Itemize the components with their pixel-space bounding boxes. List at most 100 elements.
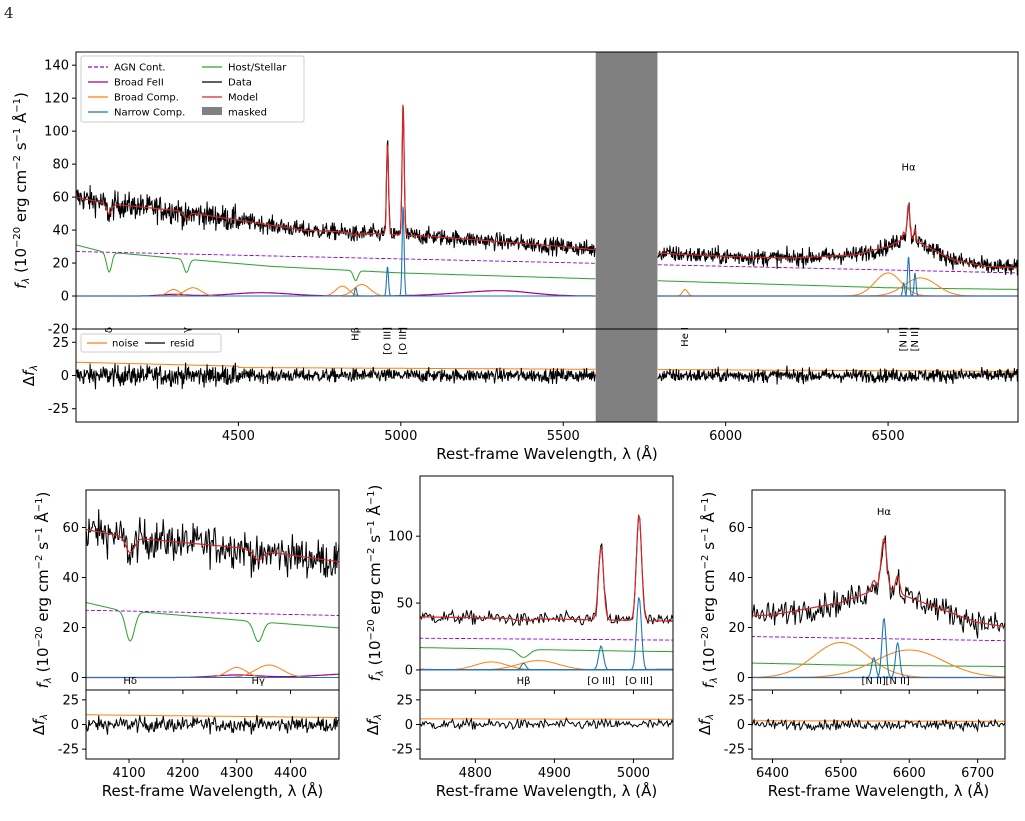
broad-component-5 [76,272,1018,297]
masked-region [595,52,658,422]
narrow-component-1 [76,266,1018,297]
main-panel: 4500 5000 5500 6000 6500 -20 0 20 40 60 80 100 120 14… [11,51,1019,463]
resid-y-axis-title: Δfλ [364,714,384,735]
x-tick-label: 4300 [220,766,253,781]
zoom-panel-3: 6400 6500 6600 6700 0 20 40 60 -25 0 25 Rest-frame … [696,489,1006,800]
x-tick-label: 6000 [709,429,742,444]
y-axis-title: fλ (10−20 erg cm−2 s−1 Å−1) [33,492,54,689]
broad-component-3 [420,660,673,671]
line-label: He I [680,327,691,347]
resid-y-tick-label: 25 [62,693,79,708]
noise-line [86,714,339,718]
line-label: Hβ [517,676,531,687]
legend-entry: Data [228,78,252,89]
y-tick-label: 60 [62,521,79,536]
x-tick-label: 6600 [893,766,926,781]
resid-y-tick-label: -25 [48,402,69,417]
page-number: 4 [4,4,14,22]
data-spectrum [86,509,339,579]
legend-entry: masked [228,108,267,119]
legend-entry: Narrow Comp. [114,108,185,119]
host-stellar-line [76,244,1018,290]
residual-line [86,714,339,735]
line-label: [N II] [899,327,910,351]
y-tick-label: 60 [52,191,69,206]
y-tick-label: 0 [737,671,745,686]
legend-entry: AGN Cont. [114,63,166,74]
halpha-label: Hα [901,163,916,174]
resid-y-tick-label: 25 [728,693,745,708]
y-tick-label: 20 [62,621,79,636]
resid-y-tick-label: 0 [71,718,79,733]
broad-component-5 [752,642,1005,678]
residual-line [76,362,1018,390]
x-axis-title: Rest-frame Wavelength, λ (Å) [102,781,323,800]
zoom-panel-2: 4800 4900 5000 0 50 100 -25 0 25 Rest-frame Wavel… [364,475,674,800]
resid-y-tick-label: 0 [737,718,745,733]
y-tick-label: 60 [728,521,745,536]
residual-line [752,717,1005,733]
line-label: Hβ [351,327,362,341]
resid-y-tick-label: -25 [58,743,79,758]
y-tick-label: 80 [52,158,69,173]
residual-line [420,717,673,731]
agn-continuum-line [86,609,339,616]
x-tick-label: 6500 [872,429,905,444]
main-legend: AGN Cont. Broad FeII Broad Comp. Narrow Com… [80,55,305,123]
x-tick-label: 4900 [538,766,571,781]
line-label: [N II] [910,327,921,351]
line-label: [N II] [862,676,886,687]
y-tick-label: -20 [48,323,69,338]
x-tick-label: 6400 [756,766,789,781]
y-axis-title: fλ (10−20 erg cm−2 s−1 Å−1) [365,485,386,682]
y-tick-label: 40 [62,571,79,586]
legend-entry: noise [112,339,139,350]
y-tick-label: 120 [44,92,69,107]
narrow-component-5 [76,272,1018,297]
narrow-component-5 [752,642,1005,679]
data-spectrum [752,535,1005,639]
data-spectrum [76,106,1018,276]
resid-y-axis-title: Δfλ [20,365,40,386]
narrow-component-4 [752,618,1005,679]
x-tick-label: 5000 [617,766,650,781]
y-tick-label: 40 [728,571,745,586]
x-axis-title: Rest-frame Wavelength, λ (Å) [436,781,657,800]
x-tick-label: 5500 [547,429,580,444]
line-label: [O III] [383,327,394,355]
y-axis-title: fλ (10−20 erg cm−2 s−1 Å−1) [11,92,32,289]
x-tick-label: 4800 [459,766,492,781]
agn-continuum-line [76,251,1018,274]
x-axis-title: Rest-frame Wavelength, λ (Å) [768,781,989,800]
y-tick-label: 0 [71,671,79,686]
resid-y-tick-label: 0 [61,369,69,384]
y-tick-label: 100 [44,125,69,140]
resid-y-tick-label: 25 [396,693,413,708]
line-label: [N II] [885,676,909,687]
agn-continuum-line [752,636,1005,642]
axes-frame [75,51,1019,423]
legend-entry: resid [170,339,194,350]
y-tick-label: 0 [61,290,69,305]
resid-y-axis-title: Δfλ [696,714,716,735]
y-tick-label: 0 [405,663,413,678]
residual-legend: noise resid [80,333,222,353]
x-axis-title: Rest-frame Wavelength, λ (Å) [436,444,657,463]
host-stellar-line [752,662,1005,667]
legend-entry: Host/Stellar [228,63,287,74]
host-stellar-line [420,647,673,658]
host-stellar-line [86,601,339,643]
line-label: [O III] [625,676,653,687]
line-label: [O III] [398,327,409,355]
resid-y-axis-title: Δfλ [30,714,50,735]
y-tick-label: 20 [52,257,69,272]
model-spectrum [420,514,673,622]
y-tick-label: 140 [44,59,69,74]
x-tick-label: 5000 [384,429,417,444]
line-label: Hδ [123,676,137,687]
model-spectrum [752,537,1005,628]
agn-continuum-line [420,637,673,641]
model-spectrum [76,104,1018,269]
y-tick-label: 40 [52,224,69,239]
axes-frame [85,489,340,760]
